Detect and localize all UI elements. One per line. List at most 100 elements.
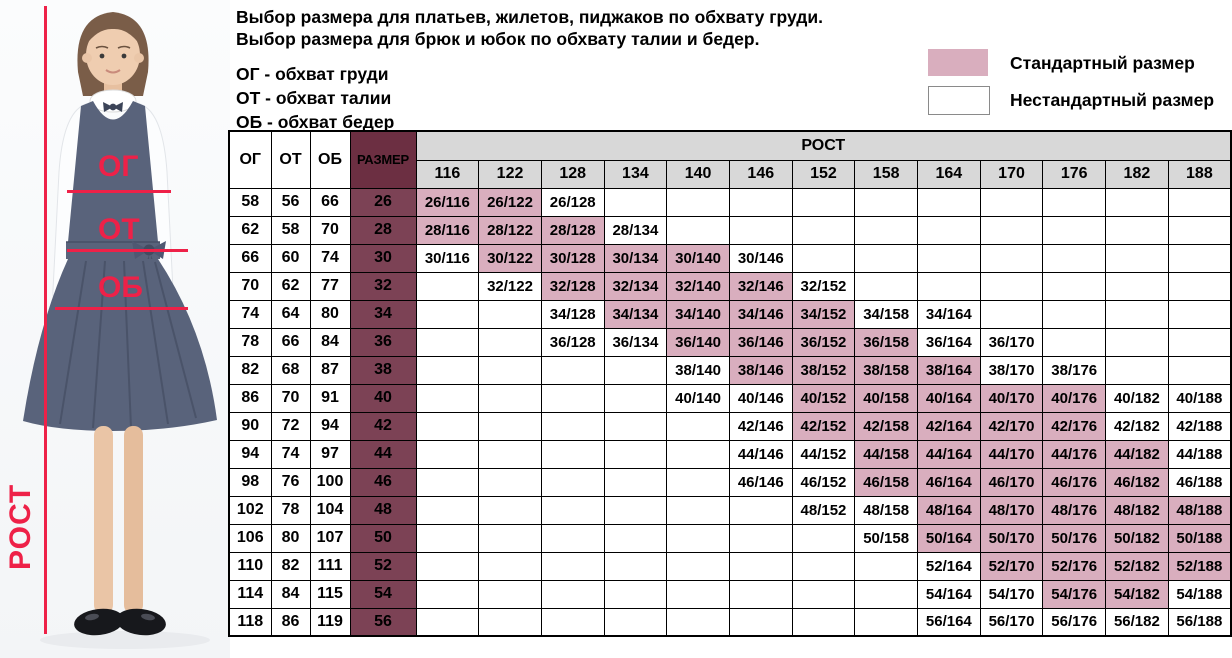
size-value: 30 — [349, 243, 417, 273]
empty-cell — [666, 551, 730, 581]
empty-cell — [478, 299, 542, 329]
ob-value: 115 — [309, 579, 351, 609]
size-height-cell-36-164: 36/164 — [917, 327, 981, 357]
height-header-134: 134 — [603, 159, 668, 189]
og-value: 106 — [228, 523, 272, 553]
empty-cell — [728, 523, 793, 553]
size-height-cell-54-182: 54/182 — [1105, 579, 1169, 609]
empty-cell — [603, 187, 668, 217]
empty-cell — [666, 467, 730, 497]
empty-cell — [1167, 327, 1232, 357]
size-height-cell-48-164: 48/164 — [917, 495, 981, 525]
ot-value: 68 — [270, 355, 311, 385]
empty-cell — [666, 607, 730, 637]
size-height-cell-40-182: 40/182 — [1105, 383, 1169, 413]
size-height-cell-46-152: 46/152 — [791, 467, 856, 497]
size-height-cell-38-146: 38/146 — [728, 355, 793, 385]
empty-cell — [666, 439, 730, 469]
ot-value: 66 — [270, 327, 311, 357]
size-row-48: 102 78 104 48 48/152 48/158 48/164 48/170 48/176… — [228, 495, 1232, 525]
size-height-cell-30-116: 30/116 — [415, 243, 480, 273]
size-row-34: 74 64 80 34 34/128 34/134 34/140 34/146 34/152 34… — [228, 299, 1232, 329]
size-height-cell-54-176: 54/176 — [1042, 579, 1107, 609]
size-height-cell-34-134: 34/134 — [603, 299, 668, 329]
empty-cell — [1105, 355, 1169, 385]
empty-cell — [540, 523, 605, 553]
size-height-cell-44-152: 44/152 — [791, 439, 856, 469]
height-header-164: 164 — [917, 159, 981, 189]
og-value: 110 — [228, 551, 272, 581]
og-value: 90 — [228, 411, 272, 441]
empty-cell — [540, 607, 605, 637]
ot-value: 60 — [270, 243, 311, 273]
ob-value: 66 — [309, 187, 351, 217]
size-height-cell-32-128: 32/128 — [540, 271, 605, 301]
empty-cell — [791, 551, 856, 581]
height-header-176: 176 — [1042, 159, 1107, 189]
empty-cell — [728, 187, 793, 217]
og-value: 62 — [228, 215, 272, 245]
size-height-cell-52-170: 52/170 — [979, 551, 1044, 581]
size-height-cell-38-152: 38/152 — [791, 355, 856, 385]
size-row-56: 118 86 119 56 56/164 56/170 56/176 56/182 56/188 — [228, 607, 1232, 637]
empty-cell — [415, 411, 480, 441]
ot-value: 72 — [270, 411, 311, 441]
size-value: 32 — [349, 271, 417, 301]
empty-cell — [540, 383, 605, 413]
size-height-cell-50-182: 50/182 — [1105, 523, 1169, 553]
ot-value: 70 — [270, 383, 311, 413]
size-height-cell-34-128: 34/128 — [540, 299, 605, 329]
size-height-cell-50-170: 50/170 — [979, 523, 1044, 553]
og-value: 70 — [228, 271, 272, 301]
abbr-hips: ОБ - обхват бедер — [236, 112, 395, 132]
size-height-cell-40-146: 40/146 — [728, 383, 793, 413]
size-height-cell-40-158: 40/158 — [854, 383, 918, 413]
size-height-cell-36-146: 36/146 — [728, 327, 793, 357]
abbreviations: ОГ - обхват груди ОТ - обхват талии ОБ -… — [236, 62, 636, 134]
empty-cell — [1042, 187, 1107, 217]
size-height-cell-42-164: 42/164 — [917, 411, 981, 441]
empty-cell — [979, 215, 1044, 245]
column-header-razmer: РАЗМЕР — [349, 130, 417, 189]
size-height-cell-56-164: 56/164 — [917, 607, 981, 637]
ob-value: 77 — [309, 271, 351, 301]
size-value: 46 — [349, 467, 417, 497]
size-height-cell-32-140: 32/140 — [666, 271, 730, 301]
empty-cell — [1105, 327, 1169, 357]
size-value: 42 — [349, 411, 417, 441]
empty-cell — [603, 383, 668, 413]
size-height-cell-36-128: 36/128 — [540, 327, 605, 357]
empty-cell — [415, 383, 480, 413]
empty-cell — [415, 299, 480, 329]
size-height-cell-42-146: 42/146 — [728, 411, 793, 441]
size-height-cell-38-164: 38/164 — [917, 355, 981, 385]
size-height-cell-34-158: 34/158 — [854, 299, 918, 329]
og-value: 78 — [228, 327, 272, 357]
size-row-54: 114 84 115 54 54/164 54/170 54/176 54/182 54/188 — [228, 579, 1232, 609]
waist-label: ОТ — [98, 213, 140, 246]
standard-size-swatch — [928, 49, 988, 76]
size-height-cell-40-176: 40/176 — [1042, 383, 1107, 413]
size-height-cell-44-146: 44/146 — [728, 439, 793, 469]
empty-cell — [1105, 215, 1169, 245]
empty-cell — [415, 467, 480, 497]
size-height-cell-48-182: 48/182 — [1105, 495, 1169, 525]
chest-label: ОГ — [98, 150, 139, 183]
rost-header: РОСТ — [415, 130, 1232, 161]
empty-cell — [854, 607, 918, 637]
ob-value: 70 — [309, 215, 351, 245]
girl-illustration — [23, 12, 217, 649]
og-value: 82 — [228, 355, 272, 385]
page-title: Выбор размера для платьев, жилетов, пидж… — [236, 6, 926, 50]
size-value: 56 — [349, 607, 417, 637]
size-height-cell-48-188: 48/188 — [1167, 495, 1232, 525]
size-height-cell-54-164: 54/164 — [917, 579, 981, 609]
size-height-cell-38-170: 38/170 — [979, 355, 1044, 385]
size-height-cell-34-152: 34/152 — [791, 299, 856, 329]
height-header-122: 122 — [478, 159, 542, 189]
size-height-cell-50-188: 50/188 — [1167, 523, 1232, 553]
empty-cell — [415, 579, 480, 609]
empty-cell — [666, 215, 730, 245]
size-height-cell-52-176: 52/176 — [1042, 551, 1107, 581]
height-header-116: 116 — [415, 159, 480, 189]
